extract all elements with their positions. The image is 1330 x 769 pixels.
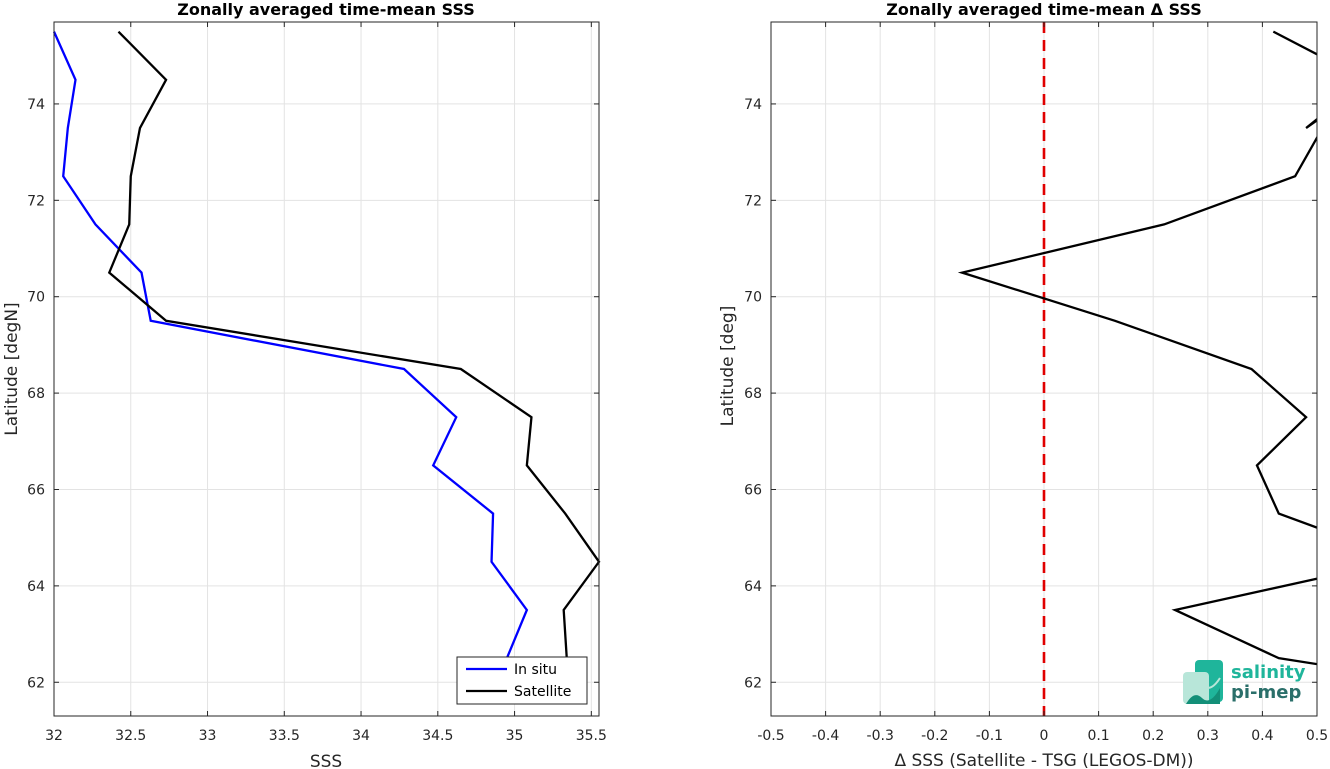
x-tick-label: 0.3	[1197, 728, 1219, 744]
y-tick-labels: 62 64 66 68 70 72 74	[27, 97, 45, 691]
y-tick-label: 66	[744, 482, 762, 498]
x-tick-label: 35.5	[576, 728, 607, 744]
y-axis-label: Latitude [deg]	[718, 306, 738, 427]
x-tick-label: 34.5	[422, 728, 453, 744]
x-tick-label: 33.5	[269, 728, 300, 744]
logo-text-salinity: salinity	[1231, 662, 1306, 683]
chart-title: Zonally averaged time-mean Δ SSS	[886, 0, 1202, 19]
y-tick-label: 68	[744, 386, 762, 402]
x-tick-label: -0.2	[921, 728, 948, 744]
x-tick-label: -0.4	[812, 728, 839, 744]
sss-chart: Zonally averaged time-mean SSS 32 32.5 33 3…	[2, 0, 607, 769]
x-tick-label: 32.5	[115, 728, 146, 744]
x-tick-labels: 32 32.5 33 33.5 34 34.5 35 35.5	[45, 728, 607, 744]
salinity-pi-mep-logo: salinity pi-mep	[1183, 660, 1306, 704]
legend-label-in-situ: In situ	[514, 662, 557, 678]
series-lines	[957, 30, 1317, 666]
logo-mark-icon	[1183, 660, 1223, 704]
series-lines	[52, 30, 601, 659]
x-axis-label: Δ SSS (Satellite - TSG (LEGOS-DM))	[894, 751, 1193, 769]
series-line-in-situ	[52, 31, 529, 659]
y-tick-label: 74	[27, 97, 45, 113]
x-tick-label: 0.4	[1251, 728, 1273, 744]
x-tick-label: 0.2	[1142, 728, 1164, 744]
x-tick-label: -0.3	[867, 728, 894, 744]
tick-marks	[53, 22, 599, 716]
y-tick-label: 70	[27, 290, 45, 306]
y-tick-label: 68	[27, 386, 45, 402]
y-tick-label: 72	[27, 193, 45, 209]
clipped-plot	[957, 30, 1317, 666]
x-tick-label: 32	[45, 728, 63, 744]
logo-text-pi-mep: pi-mep	[1231, 682, 1301, 703]
x-tick-label: 35	[506, 728, 524, 744]
y-tick-label: 62	[744, 675, 762, 691]
x-tick-label: -0.5	[757, 728, 784, 744]
legend-label-satellite: Satellite	[514, 684, 571, 700]
x-tick-label: 0	[1040, 728, 1049, 744]
axes-box	[53, 21, 600, 717]
y-tick-label: 64	[27, 579, 45, 595]
legend: In situ Satellite	[456, 656, 588, 705]
x-tick-label: 34	[352, 728, 370, 744]
y-axis-label: Latitude [degN]	[2, 302, 22, 435]
y-tick-label: 64	[744, 579, 762, 595]
y-tick-label: 62	[27, 675, 45, 691]
tick-marks	[770, 22, 1318, 716]
x-tick-label: 0.1	[1087, 728, 1109, 744]
series-line-delta	[957, 30, 1317, 666]
legend-box	[456, 656, 588, 705]
y-tick-label: 66	[27, 482, 45, 498]
plot-area	[54, 22, 599, 716]
x-tick-labels: -0.5 -0.4 -0.3 -0.2 -0.1 0 0.1 0.2 0.3 0.4 0.5	[757, 728, 1328, 744]
y-tick-label: 70	[744, 290, 762, 306]
x-tick-label: 0.5	[1306, 728, 1328, 744]
y-tick-label: 72	[744, 193, 762, 209]
x-axis-label: SSS	[310, 752, 342, 769]
y-tick-label: 74	[744, 97, 762, 113]
chart-title: Zonally averaged time-mean SSS	[177, 0, 475, 19]
grid	[53, 22, 599, 716]
series-line-satellite	[107, 30, 601, 659]
x-tick-label: 33	[199, 728, 217, 744]
x-tick-label: -0.1	[976, 728, 1003, 744]
delta-sss-chart: Zonally averaged time-mean Δ SSS -0.5 -0.…	[718, 0, 1328, 769]
y-tick-labels: 62 64 66 68 70 72 74	[744, 97, 762, 691]
